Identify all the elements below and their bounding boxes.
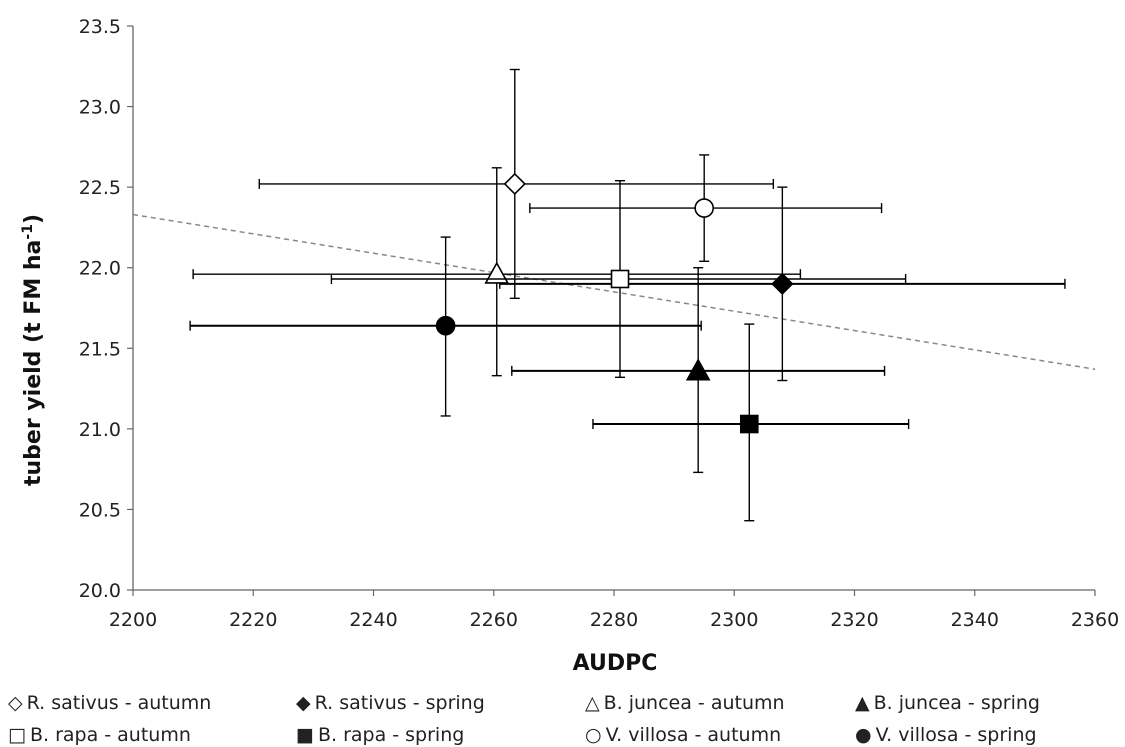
legend-label: B. juncea - autumn [604, 692, 785, 714]
legend-item-text: ■ B. rapa - spring [296, 724, 464, 746]
legend-label: B. rapa - spring [318, 724, 464, 746]
legend-item-text: ◇ R. sativus - autumn [8, 692, 211, 714]
legend-label: V. villosa - spring [876, 724, 1037, 746]
data-point-marker [739, 414, 759, 434]
y-axis-title-tail: ) [21, 214, 46, 224]
legend-marker-icon: ▲ [855, 692, 870, 714]
legend-item: ◆ R. sativus - spring [296, 692, 485, 714]
legend-item: ■ B. rapa - spring [296, 724, 464, 746]
legend-item: ● V. villosa - spring [855, 724, 1037, 746]
y-tick-label: 22.5 [79, 177, 121, 199]
legend-label: B. juncea - spring [874, 692, 1040, 714]
y-tick-label: 20.0 [79, 580, 121, 602]
x-tick-label: 2200 [109, 609, 157, 631]
data-point-marker [435, 315, 456, 336]
legend-label: B. rapa - autumn [30, 724, 191, 746]
legend-marker-icon: ◇ [8, 692, 23, 714]
x-tick-label: 2300 [710, 609, 758, 631]
x-tick-label: 2340 [951, 609, 999, 631]
legend-marker-icon: ● [855, 724, 872, 746]
data-point-marker [610, 269, 630, 289]
legend-item-text: ◆ R. sativus - spring [296, 692, 485, 714]
legend-item: ▲ B. juncea - spring [855, 692, 1040, 714]
data-point-marker [503, 172, 526, 196]
trendline [132, 213, 1096, 370]
data-point-group [511, 267, 886, 474]
data-point-group [189, 236, 702, 417]
data-point-group [499, 186, 1066, 382]
x-tick-label: 2240 [349, 609, 397, 631]
legend-item: ○ V. villosa - autumn [585, 724, 781, 746]
legend-item-text: ● V. villosa - spring [855, 724, 1037, 746]
legend-item: △ B. juncea - autumn [585, 692, 785, 714]
data-layer [189, 68, 1066, 522]
legend-label: R. sativus - autumn [27, 692, 212, 714]
x-tick-label: 2360 [1071, 609, 1119, 631]
y-axis-title-main: tuber yield (t FM ha [21, 240, 46, 486]
legend-marker-icon: □ [8, 724, 26, 746]
legend-marker-icon: ■ [296, 724, 314, 746]
legend-item: □ B. rapa - autumn [8, 724, 191, 746]
x-axis-title: AUDPC [573, 651, 658, 676]
legend-marker-icon: △ [585, 692, 600, 714]
y-axis-title-sup: -1 [20, 224, 36, 240]
trendline-layer [132, 213, 1096, 370]
legend-item-text: ○ V. villosa - autumn [585, 724, 781, 746]
y-tick-label: 20.5 [79, 499, 121, 521]
legend-marker-icon: ◆ [296, 692, 311, 714]
legend-label: V. villosa - autumn [606, 724, 782, 746]
y-tick-label: 23.0 [79, 97, 121, 119]
data-point-group [330, 179, 907, 378]
legend-label: R. sativus - spring [315, 692, 485, 714]
data-point-marker [685, 358, 711, 381]
data-point-group [529, 154, 883, 262]
legend-marker-icon: ○ [585, 724, 602, 746]
y-tick-label: 22.0 [79, 258, 121, 280]
data-point-marker [694, 198, 714, 218]
legend-item: ◇ R. sativus - autumn [8, 692, 211, 714]
y-axis-title: tuber yield (t FM ha-1) [20, 214, 46, 486]
x-tick-label: 2320 [830, 609, 878, 631]
data-point-group [592, 323, 910, 522]
axes: 20.0 20.5 21.0 21.5 22.0 22.5 23.0 23.5 2200 2220… [79, 16, 1119, 631]
y-tick-label: 21.0 [79, 419, 121, 441]
legend: ◇ R. sativus - autumn ◆ R. sativus - spring… [8, 692, 1040, 746]
legend-item-text: □ B. rapa - autumn [8, 724, 191, 746]
legend-item-text: △ B. juncea - autumn [585, 692, 785, 714]
y-tick-label: 23.5 [79, 16, 121, 38]
data-point-group [258, 68, 775, 300]
x-tick-label: 2280 [590, 609, 638, 631]
data-point-marker [484, 261, 510, 284]
x-tick-label: 2220 [229, 609, 277, 631]
x-tick-label: 2260 [470, 609, 518, 631]
data-point-group [192, 167, 802, 377]
data-point-marker [771, 272, 794, 295]
legend-item-text: ▲ B. juncea - spring [855, 692, 1040, 714]
y-tick-label: 21.5 [79, 338, 121, 360]
